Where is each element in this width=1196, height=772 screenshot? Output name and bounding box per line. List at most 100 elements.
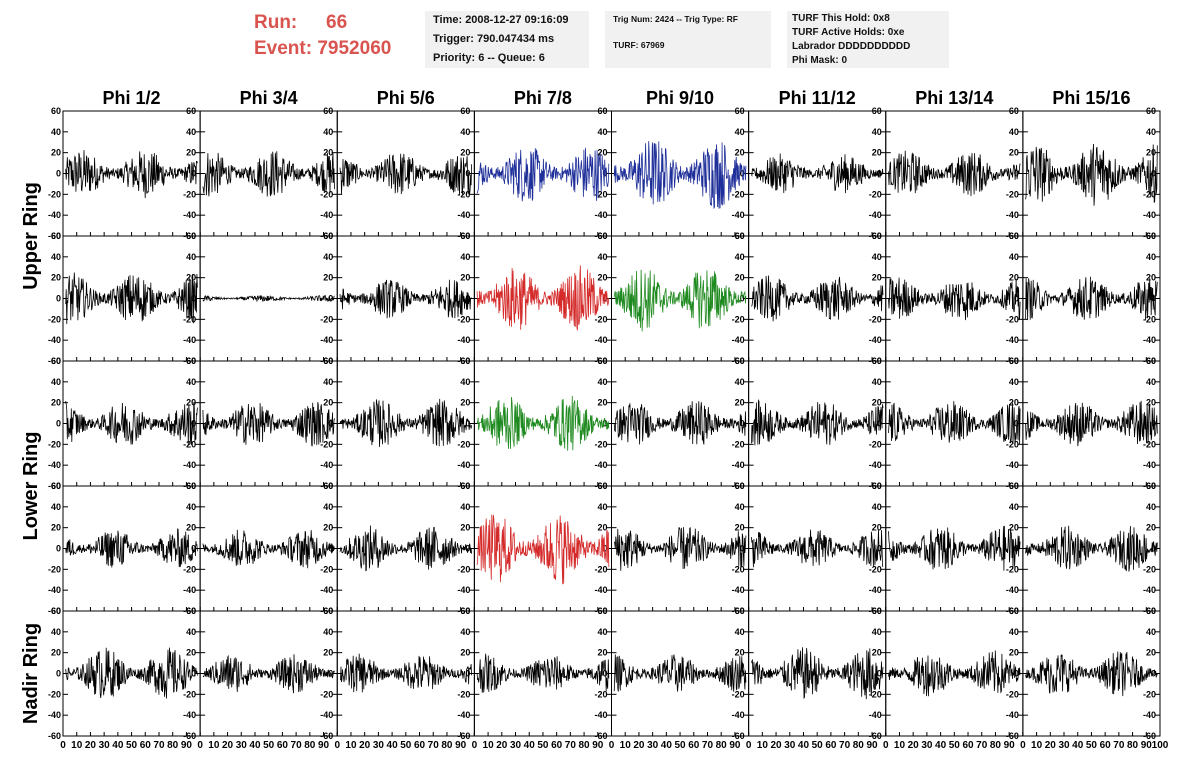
x-tick-label: 40 [249,740,261,751]
y-tick-label-right: 60 [1009,106,1019,116]
x-tick-label: 80 [990,740,1002,751]
y-tick-label-right: -40 [457,210,470,220]
x-tick-label: 20 [633,740,645,751]
x-tick-label: 60 [551,740,563,751]
y-tick-label-right: 0 [602,669,607,679]
y-tick-label-right: 60 [323,356,333,366]
y-tick-label-right: 0 [1014,669,1019,679]
y-tick-label-right: 60 [597,481,607,491]
x-tick-label: 80 [853,740,865,751]
y-tick-label-right: -20 [457,189,470,199]
y-tick-label-right: 20 [872,148,882,158]
y-tick-label-right: 20 [597,523,607,533]
y-tick-label: -20 [48,564,61,574]
y-tick-label-right: -20 [869,314,882,324]
y-tick-label-right: -40 [457,335,470,345]
y-tick-label-right: 60 [323,231,333,241]
column-header: Phi 3/4 [240,88,298,108]
y-tick-label: -60 [48,231,61,241]
y-tick-label-right: 60 [872,106,882,116]
x-tick-label: 50 [400,740,412,751]
y-tick-label-right: -20 [1143,564,1156,574]
y-tick-label-right: -40 [869,585,882,595]
run-event-display: Run: 66 Event: 7952060 [254,10,391,62]
y-tick-label-right: -20 [594,189,607,199]
y-tick-label-right: -40 [183,210,196,220]
y-tick-label-right: 60 [460,606,470,616]
waveform-trace [476,265,610,331]
x-tick-label: 20 [496,740,508,751]
y-tick-label-right: 40 [323,627,333,637]
y-tick-label-right: 0 [1014,169,1019,179]
y-tick-label: 0 [56,544,61,554]
x-tick-label: 30 [1058,740,1070,751]
y-tick-label-right: -20 [320,564,333,574]
y-tick-label-right: 60 [1146,356,1156,366]
y-tick-label-right: 40 [735,502,745,512]
y-tick-label-right: 40 [872,502,882,512]
y-tick-label-right: 20 [460,273,470,283]
y-tick-label-right: 40 [460,627,470,637]
run-label: Run: [254,12,298,33]
y-tick-label-right: 0 [740,294,745,304]
y-tick-label: -20 [48,439,61,449]
y-tick-label-right: 40 [186,377,196,387]
y-tick-label-right: 40 [1146,502,1156,512]
y-tick-label-right: 40 [460,127,470,137]
x-tick-label: 90 [1004,740,1016,751]
x-tick-label: 10 [208,740,220,751]
y-tick-label-right: -40 [732,585,745,595]
event-value: 7952060 [317,38,392,59]
y-tick-label: -60 [48,731,61,741]
y-tick-label-right: 60 [597,356,607,366]
x-tick-label: 40 [935,740,947,751]
x-tick-label: 70 [153,740,165,751]
panel-frame [336,610,475,737]
x-tick-label: 20 [222,740,234,751]
y-tick-label-right: -60 [320,731,333,741]
x-tick-label: 50 [263,740,275,751]
x-tick-label: 30 [99,740,111,751]
y-tick-label-right: -40 [594,585,607,595]
waveform-trace [1025,525,1158,572]
ring-label: Nadir Ring [20,623,42,724]
y-tick-label-right: -40 [1143,585,1156,595]
y-tick-label-right: -60 [869,731,882,741]
x-tick-label: 70 [1113,740,1125,751]
waveform-trace [1025,651,1158,697]
y-tick-label: 60 [51,356,61,366]
y-tick-label-right: -40 [594,210,607,220]
y-tick-label-right: -20 [1006,439,1019,449]
x-tick-label: 50 [812,740,824,751]
y-tick-label-right: -40 [869,710,882,720]
y-tick-label-right: -20 [457,689,470,699]
waveform-trace [1025,276,1158,321]
x-tick-label: 60 [140,740,152,751]
x-tick-label: 0 [197,740,203,751]
y-tick-label-right: 20 [1146,273,1156,283]
column-header: Phi 5/6 [377,88,435,108]
y-tick-label-right: 60 [1146,106,1156,116]
y-tick-label: 20 [51,648,61,658]
y-tick-label-right: 40 [872,377,882,387]
y-tick-label: -60 [48,356,61,366]
y-tick-label-right: -20 [732,189,745,199]
y-tick-label-right: -20 [732,439,745,449]
y-tick-label-right: 60 [186,356,196,366]
waveform-trace [65,528,198,568]
y-tick-label: -40 [48,710,61,720]
y-tick-label: 60 [51,231,61,241]
y-tick-label-right: 40 [597,252,607,262]
y-tick-label-right: -20 [457,439,470,449]
event-label: Event: [254,38,313,59]
x-tick-label: 0 [472,740,478,751]
y-tick-label-right: -40 [869,335,882,345]
y-tick-label-right: 20 [597,648,607,658]
x-tick-label: 80 [441,740,453,751]
x-tick-label: 60 [277,740,289,751]
waveform-trace [202,654,335,694]
y-tick-label-right: -20 [1143,689,1156,699]
waveform-trace [888,650,1021,697]
y-tick-label-right: 20 [323,648,333,658]
y-tick-label-right: 0 [1014,294,1019,304]
